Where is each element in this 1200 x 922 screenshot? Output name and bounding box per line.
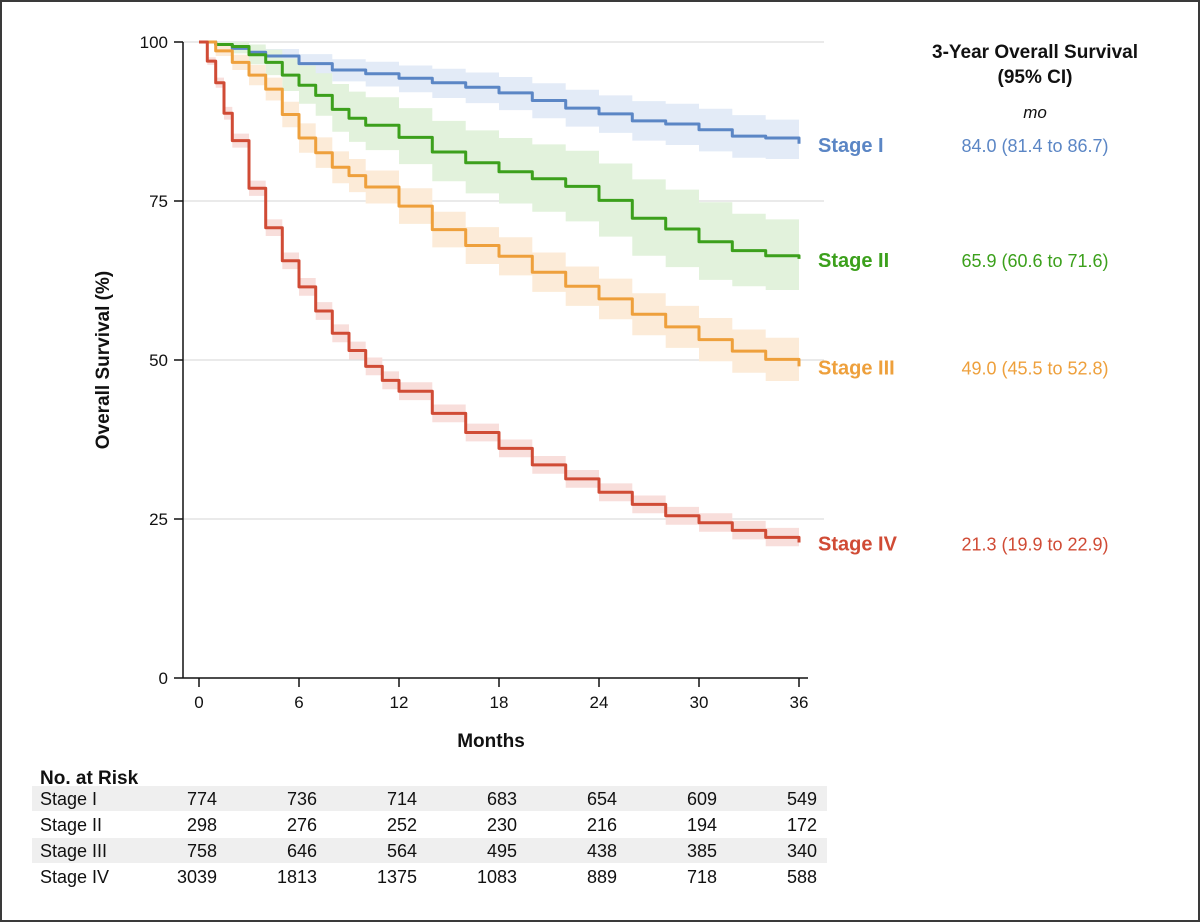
risk-cell-stage-i-12: 714 <box>387 789 417 809</box>
risk-cell-stage-ii-36: 172 <box>787 815 817 835</box>
series-labels: Stage I 84.0 (81.4 to 86.7) Stage II 65.9 (… <box>818 135 1109 556</box>
stage-iii-ci-text: 49.0 (45.5 to 52.8) <box>961 358 1108 378</box>
confidence-bands <box>199 42 799 552</box>
risk-table-title: No. at Risk <box>40 768 139 789</box>
risk-row-label-stage-i: Stage I <box>40 789 97 809</box>
risk-cell-stage-iii-36: 340 <box>787 841 817 861</box>
stage-ii-curve <box>199 40 801 259</box>
x-axis-title: Months <box>457 731 525 752</box>
x-tick-label-24: 24 <box>590 693 609 712</box>
risk-table: No. at Risk Stage I 774 736 714 683 654 609 549… <box>32 768 827 887</box>
risk-cell-stage-ii-12: 252 <box>387 815 417 835</box>
risk-cell-stage-iii-30: 385 <box>687 841 717 861</box>
stage-ii-ci-text: 65.9 (60.6 to 71.6) <box>961 251 1108 271</box>
risk-cell-stage-ii-18: 230 <box>487 815 517 835</box>
risk-cell-stage-i-0: 774 <box>187 789 217 809</box>
risk-cell-stage-ii-0: 298 <box>187 815 217 835</box>
risk-cell-stage-iv-6: 1813 <box>277 867 317 887</box>
y-tick-label-100: 100 <box>140 33 168 52</box>
risk-cell-stage-ii-6: 276 <box>287 815 317 835</box>
y-tick-label-75: 75 <box>149 192 168 211</box>
risk-row-label-stage-iii: Stage III <box>40 841 107 861</box>
stage-iv-label: Stage IV <box>818 534 898 556</box>
stage-i-ci-band <box>199 42 799 161</box>
risk-cell-stage-ii-30: 194 <box>687 815 717 835</box>
x-tick-label-6: 6 <box>294 693 303 712</box>
y-tick-label-25: 25 <box>149 510 168 529</box>
survival-curves <box>199 40 801 543</box>
risk-cell-stage-iv-12: 1375 <box>377 867 417 887</box>
risk-cell-stage-iii-6: 646 <box>287 841 317 861</box>
y-tick-label-0: 0 <box>159 669 168 688</box>
stage-i-ci-text: 84.0 (81.4 to 86.7) <box>961 136 1108 156</box>
risk-row-label-stage-ii: Stage II <box>40 815 102 835</box>
risk-cell-stage-i-36: 549 <box>787 789 817 809</box>
risk-cell-stage-iii-0: 758 <box>187 841 217 861</box>
x-tick-label-0: 0 <box>194 693 203 712</box>
risk-cell-stage-iii-24: 438 <box>587 841 617 861</box>
risk-cell-stage-i-6: 736 <box>287 789 317 809</box>
stage-iii-label: Stage III <box>818 357 895 379</box>
risk-cell-stage-iv-24: 889 <box>587 867 617 887</box>
risk-cell-stage-i-18: 683 <box>487 789 517 809</box>
stage-i-label: Stage I <box>818 135 884 157</box>
stage-iii-ci-band <box>199 42 799 389</box>
x-tick-label-12: 12 <box>390 693 409 712</box>
risk-row-shade-stage-iii <box>32 838 827 863</box>
risk-row-label-stage-iv: Stage IV <box>40 867 109 887</box>
risk-cell-stage-iv-0: 3039 <box>177 867 217 887</box>
risk-row-shade-stage-i <box>32 786 827 811</box>
risk-cell-stage-i-24: 654 <box>587 789 617 809</box>
legend-unit: mo <box>1023 103 1047 122</box>
legend-title-line2: (95% CI) <box>998 67 1073 88</box>
axes: 0 25 50 75 100 0 6 12 18 24 30 36 <box>140 33 809 712</box>
risk-cell-stage-iv-30: 718 <box>687 867 717 887</box>
risk-cell-stage-iii-12: 564 <box>387 841 417 861</box>
stage-iv-ci-text: 21.3 (19.9 to 22.9) <box>961 535 1108 555</box>
x-tick-label-18: 18 <box>490 693 509 712</box>
risk-cell-stage-iii-18: 495 <box>487 841 517 861</box>
x-tick-label-30: 30 <box>690 693 709 712</box>
stage-iii-curve <box>199 40 801 367</box>
risk-cell-stage-ii-24: 216 <box>587 815 617 835</box>
x-tick-label-36: 36 <box>790 693 809 712</box>
legend-title-line1: 3-Year Overall Survival <box>932 42 1138 63</box>
stage-iv-curve <box>199 40 801 543</box>
stage-ii-label: Stage II <box>818 250 889 272</box>
risk-cell-stage-iv-18: 1083 <box>477 867 517 887</box>
risk-cell-stage-i-30: 609 <box>687 789 717 809</box>
risk-cell-stage-iv-36: 588 <box>787 867 817 887</box>
y-tick-label-50: 50 <box>149 351 168 370</box>
stage-i-curve <box>199 40 801 144</box>
y-axis-title: Overall Survival (%) <box>93 271 114 449</box>
